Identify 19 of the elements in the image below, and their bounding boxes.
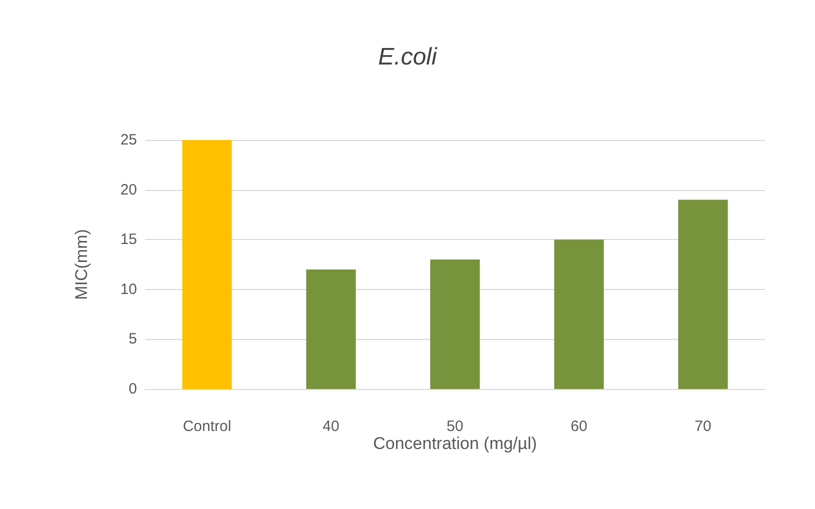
x-tick-label: Control — [182, 418, 232, 435]
bar — [554, 240, 604, 389]
bar — [678, 200, 728, 389]
x-tick-label: 40 — [322, 418, 340, 435]
y-tick-label: 20 — [120, 181, 137, 198]
x-axis-title: Concentration (mg/µl) — [373, 434, 537, 453]
x-tick-label: 70 — [694, 418, 712, 435]
y-tick-label: 5 — [128, 330, 137, 348]
bar — [430, 260, 480, 389]
y-axis-title: MIC(mm) — [72, 229, 91, 300]
x-tick-label: 50 — [446, 418, 464, 435]
chart-title: E.coli — [378, 44, 438, 70]
y-tick-label: 10 — [120, 280, 137, 298]
y-tick-label: 15 — [120, 231, 137, 248]
y-tick-label: 0 — [128, 380, 137, 398]
y-tick-label: 25 — [120, 132, 137, 148]
bar — [306, 269, 356, 389]
bar — [182, 140, 232, 389]
x-tick-label: 60 — [570, 418, 588, 435]
